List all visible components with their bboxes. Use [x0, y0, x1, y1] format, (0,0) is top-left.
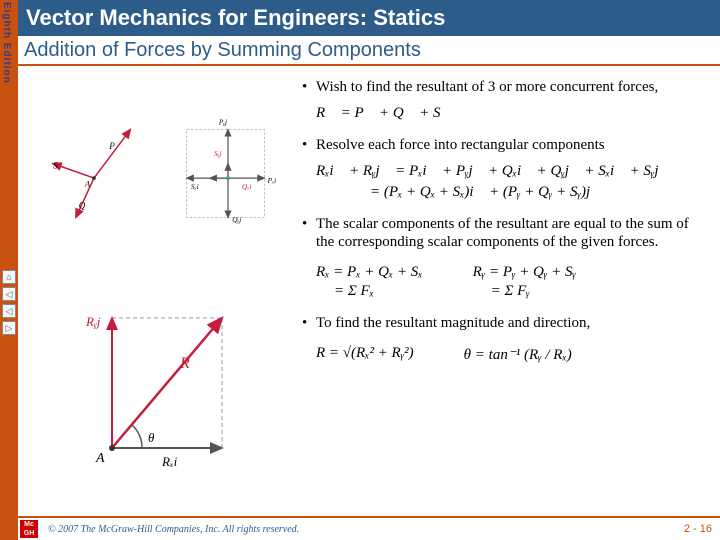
- svg-text:R: R: [179, 355, 190, 372]
- back-icon[interactable]: ◁: [2, 287, 16, 301]
- text-column: Wish to find the resultant of 3 or more …: [298, 68, 720, 516]
- equation-3c: = Σ Fₓ: [316, 283, 423, 300]
- svg-text:Rᵧj: Rᵧj: [85, 314, 101, 329]
- equation-3a: Rₓ = Pₓ + Qₓ + Sₓ: [316, 264, 423, 281]
- bullet-1: Wish to find the resultant of 3 or more …: [302, 78, 706, 97]
- equation-2b: = (Pₓ + Qₓ + Sₓ)i⃗ + (Pᵧ + Qᵧ + Sᵧ)j⃗: [316, 184, 706, 201]
- subtitle: Addition of Forces by Summing Components: [24, 39, 421, 62]
- nav-icons: ⌂ ◁ ◁ ▷: [2, 270, 16, 338]
- svg-text:Pᵧj: Pᵧj: [218, 118, 227, 127]
- svg-text:Sₓi: Sₓi: [191, 182, 199, 191]
- equation-4a: R = √(Rₓ² + Rᵧ²): [316, 345, 414, 364]
- header-title: Vector Mechanics for Engineers: Statics: [26, 5, 445, 31]
- svg-text:P: P: [108, 141, 115, 151]
- home-icon[interactable]: ⌂: [2, 270, 16, 284]
- figure-3: A R Rₓi Rᵧj θ: [52, 288, 282, 488]
- equation-1: R⃗ = P⃗ + Q⃗ + S⃗: [316, 105, 706, 122]
- svg-text:A: A: [95, 451, 105, 466]
- equation-3d: = Σ Fᵧ: [473, 283, 576, 300]
- svg-text:Qᵧj: Qᵧj: [232, 215, 241, 224]
- figure-2: Pₓi Pᵧj Qₓi Qᵧj Sₓi Sᵧj: [158, 72, 298, 272]
- subtitle-bar: Addition of Forces by Summing Components: [18, 36, 720, 66]
- svg-text:Q: Q: [79, 201, 86, 211]
- footer: © 2007 The McGraw-Hill Companies, Inc. A…: [18, 516, 720, 540]
- figure-1: A P Q S: [24, 72, 164, 272]
- prev-icon[interactable]: ◁: [2, 304, 16, 318]
- equation-3b: Rᵧ = Pᵧ + Qᵧ + Sᵧ: [473, 264, 576, 281]
- bullet-2: Resolve each force into rectangular comp…: [302, 136, 706, 155]
- svg-text:S: S: [53, 160, 58, 170]
- equation-4b: θ = tan⁻¹ (Rᵧ / Rₓ): [464, 345, 572, 364]
- content: A P Q S Pₓi Pᵧj Qₓi Qᵧj Sₓi Sᵧj: [18, 68, 720, 516]
- svg-text:Pₓi: Pₓi: [267, 176, 277, 185]
- page-number: 2 - 16: [684, 523, 712, 535]
- copyright: © 2007 The McGraw-Hill Companies, Inc. A…: [48, 524, 299, 535]
- figures-column: A P Q S Pₓi Pᵧj Qₓi Qᵧj Sₓi Sᵧj: [18, 68, 298, 516]
- header: Vector Mechanics for Engineers: Statics: [18, 0, 720, 36]
- bullet-4: To find the resultant magnitude and dire…: [302, 314, 706, 333]
- svg-text:A: A: [84, 179, 91, 189]
- next-icon[interactable]: ▷: [2, 321, 16, 335]
- svg-text:θ: θ: [148, 430, 155, 445]
- svg-text:Qₓi: Qₓi: [242, 182, 251, 191]
- edition-text: Eighth Edition: [1, 2, 12, 84]
- equation-2a: Rₓi⃗ + Rᵧj⃗ = Pₓi⃗ + Pᵧj⃗ + Qₓi⃗ + Qᵧj⃗ …: [316, 163, 706, 180]
- svg-text:Rₓi: Rₓi: [161, 454, 178, 469]
- bullet-3: The scalar components of the resultant a…: [302, 215, 706, 253]
- svg-text:Sᵧj: Sᵧj: [214, 149, 221, 158]
